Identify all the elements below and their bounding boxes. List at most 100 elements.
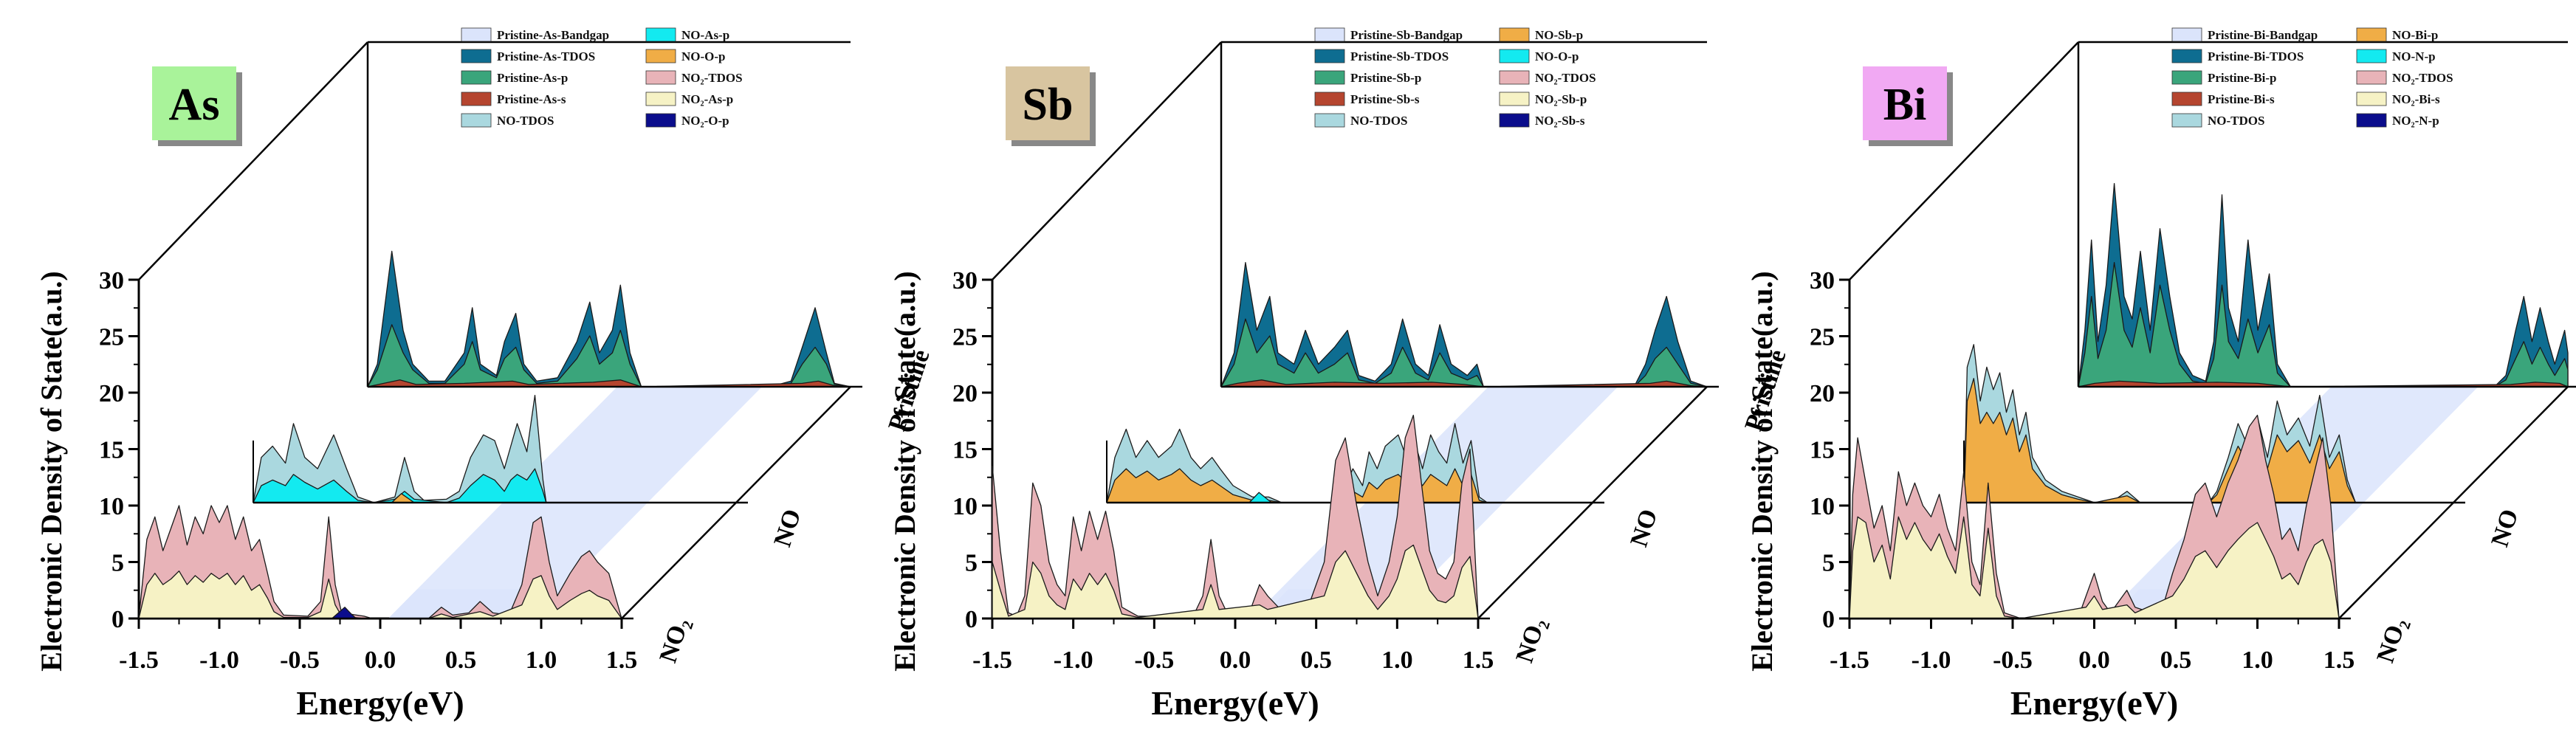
x-tick-label: 0.0 — [2078, 647, 2110, 674]
layer-label-no: NO — [1625, 506, 1663, 551]
frame-top-edge — [992, 41, 1222, 280]
legend-item-no2-tdos: NO₂-TDOS — [1535, 71, 1596, 85]
series-pristine-bi-p — [2078, 262, 2569, 387]
y-tick-label: 5 — [111, 550, 124, 577]
x-tick-label: 1.5 — [1463, 647, 1494, 674]
legend-swatch — [2356, 70, 2387, 85]
legend-swatch — [1499, 27, 1530, 42]
legend-item-no-tdos: NO-TDOS — [2208, 114, 2264, 128]
legend-item-no2-sb-p: NO₂-Sb-p — [1535, 92, 1587, 106]
legend-item-pristine-sb-tdos: Pristine-Sb-TDOS — [1350, 49, 1449, 63]
y-tick-label: 25 — [952, 324, 978, 351]
series-no2-sb-p — [992, 544, 1479, 619]
legend-item-pristine-bi-p: Pristine-Bi-p — [2208, 71, 2277, 85]
series-pristine-sb-s — [1220, 379, 1708, 387]
layer-pristine: Pristine — [367, 250, 935, 503]
series-no-as-p — [253, 468, 737, 503]
legend-swatch — [461, 113, 492, 128]
legend-swatch — [2356, 113, 2387, 128]
legend-swatch — [1314, 92, 1345, 106]
y-tick-label: 0 — [111, 606, 124, 633]
legend-item-no-as-p: NO-As-p — [681, 28, 729, 42]
legend-item-no-tdos: NO-TDOS — [497, 114, 554, 128]
y-tick-label: 10 — [99, 493, 124, 520]
y-tick-label: 20 — [1810, 380, 1835, 407]
series-pristine-as-p — [367, 324, 851, 387]
x-tick-label: 1.0 — [1381, 647, 1413, 674]
y-tick-label: 20 — [952, 380, 978, 407]
layer-no2: NO₂ — [1849, 414, 2412, 666]
legend-item-no-o-p: NO-O-p — [681, 49, 726, 63]
y-axis-title: Electronic Density of State(a.u.) — [35, 271, 68, 672]
element-label: Bi — [1883, 80, 1927, 130]
x-axis-title: Energy(eV) — [2010, 684, 2178, 722]
legend-item-no2-o-p: NO₂-O-p — [681, 114, 729, 128]
x-tick-label: 0.0 — [1220, 647, 1251, 674]
layer-label-no: NO — [769, 506, 806, 551]
legend-item-no2-as-p: NO₂-As-p — [681, 92, 733, 106]
layer-pristine: Pristine — [1220, 262, 1792, 503]
legend-swatch — [1314, 49, 1345, 63]
element-box — [1863, 66, 1947, 140]
layer-no2: NO₂ — [138, 505, 695, 666]
legend-swatch — [645, 27, 676, 42]
y-tick-label: 25 — [1810, 324, 1835, 351]
element-label: Sb — [1023, 80, 1074, 130]
legend-item-no2-tdos: NO₂-TDOS — [681, 71, 743, 85]
x-tick-label: -1.5 — [119, 647, 159, 674]
x-tick-label: 0.0 — [365, 647, 396, 674]
y-tick-label: 15 — [952, 437, 978, 464]
y-axis-title: Electronic Density of State(a.u.) — [1745, 271, 1779, 672]
y-tick-label: 0 — [1822, 606, 1835, 633]
x-tick-label: 1.0 — [526, 647, 557, 674]
frame-top-edge — [138, 41, 368, 280]
legend-swatch — [2356, 27, 2387, 42]
legend-item-pristine-as-tdos: Pristine-As-TDOS — [497, 49, 595, 63]
legend-swatch — [461, 70, 492, 85]
x-tick-label: 0.5 — [2160, 647, 2192, 674]
y-tick-label: 10 — [952, 493, 978, 520]
layer-label-no2: NO₂ — [654, 615, 694, 666]
legend-item-pristine-as-bandgap: Pristine-As-Bandgap — [497, 28, 609, 42]
series-pristine-bi-s — [2078, 380, 2569, 387]
legend-swatch — [2171, 27, 2202, 42]
legend-item-no2-sb-s: NO₂-Sb-s — [1535, 114, 1585, 128]
y-tick-label: 15 — [99, 437, 124, 464]
legend-swatch — [645, 113, 676, 128]
legend-item-pristine-sb-bandgap: Pristine-Sb-Bandgap — [1350, 28, 1463, 42]
legend-item-pristine-bi-bandgap: Pristine-Bi-Bandgap — [2208, 28, 2318, 42]
legend-item-no2-tdos: NO₂-TDOS — [2392, 71, 2453, 85]
legend-swatch — [1499, 49, 1530, 63]
y-tick-label: 30 — [99, 267, 124, 294]
x-tick-label: -1.0 — [1054, 647, 1093, 674]
layer-label-no: NO — [2486, 506, 2524, 551]
x-tick-label: -0.5 — [280, 647, 320, 674]
x-tick-label: 1.0 — [2242, 647, 2273, 674]
y-tick-label: 15 — [1810, 437, 1835, 464]
legend-swatch — [645, 92, 676, 106]
legend-swatch — [2356, 92, 2387, 106]
x-axis-title: Energy(eV) — [1151, 684, 1319, 722]
x-tick-label: -0.5 — [1134, 647, 1174, 674]
legend-swatch — [461, 92, 492, 106]
y-tick-label: 10 — [1810, 493, 1835, 520]
x-tick-label: -1.5 — [972, 647, 1012, 674]
legend-swatch — [645, 49, 676, 63]
legend-item-no-sb-p: NO-Sb-p — [1535, 28, 1583, 42]
series-pristine-sb-tdos — [1220, 262, 1708, 387]
layer-label-no2: NO₂ — [1511, 615, 1550, 666]
y-tick-label: 30 — [952, 267, 978, 294]
panel-as: 0 5 10 15 20 25 30 Electronic Density of State(… — [35, 27, 935, 722]
legend-item-pristine-bi-s: Pristine-Bi-s — [2208, 92, 2275, 106]
legend-item-pristine-as-p: Pristine-As-p — [497, 71, 568, 85]
legend-swatch — [2171, 92, 2202, 106]
x-tick-label: 0.5 — [445, 647, 477, 674]
y-tick-label: 25 — [99, 324, 124, 351]
frame-top-edge — [1849, 41, 2079, 280]
legend-item-no2-bi-s: NO₂-Bi-s — [2392, 92, 2440, 106]
x-tick-label: 1.5 — [2323, 647, 2355, 674]
y-tick-label: 0 — [965, 606, 978, 633]
x-tick-label: -1.5 — [1830, 647, 1869, 674]
legend-swatch — [1499, 92, 1530, 106]
